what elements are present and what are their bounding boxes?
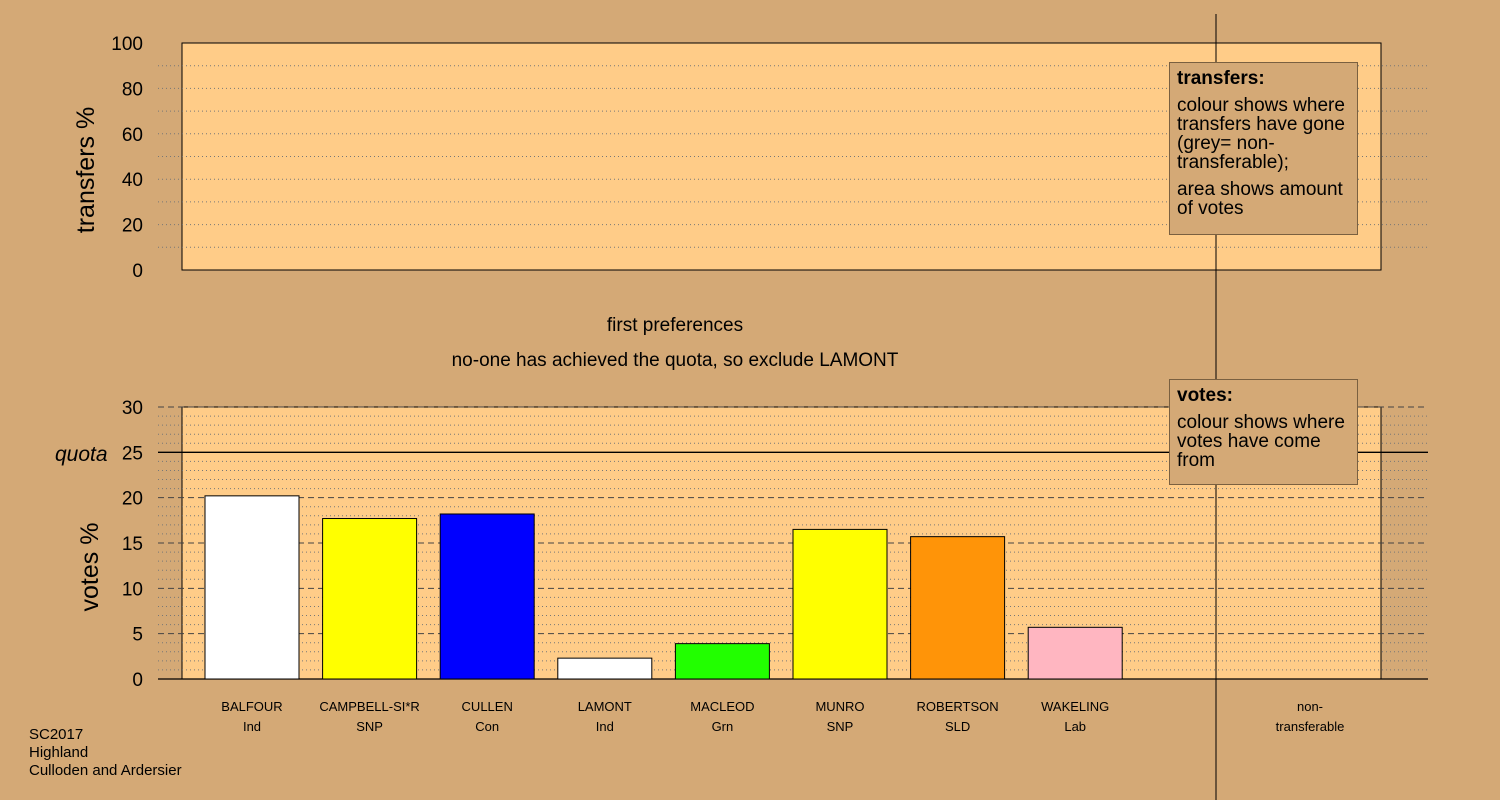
votes-legend-title: votes: <box>1177 385 1233 406</box>
candidate-name: CULLEN <box>462 699 513 714</box>
votes-tick-label: 5 <box>132 625 143 646</box>
candidate-party: SLD <box>945 719 970 734</box>
quota-label: quota <box>55 443 108 466</box>
candidate-party: SNP <box>356 719 383 734</box>
bar-wakeling <box>1027 626 1123 680</box>
nontransferable-label-2: transferable <box>1276 719 1345 734</box>
votes-tick-label: 0 <box>132 670 143 691</box>
footer-council: Highland <box>29 744 89 761</box>
footer: SC2017 Highland Culloden and Ardersier <box>29 726 182 780</box>
candidate-party: Lab <box>1064 719 1086 734</box>
bar-balfour <box>204 495 300 680</box>
bar-munro <box>792 528 888 680</box>
transfers-axis-label: transfers % <box>72 107 100 233</box>
votes-tick-label: 10 <box>122 579 143 600</box>
footer-election: SC2017 <box>29 726 84 743</box>
candidate-name: ROBERTSON <box>917 699 999 714</box>
bar-cullen <box>439 513 535 680</box>
candidate-name: MUNRO <box>815 699 864 714</box>
votes-tick-label: 20 <box>122 489 143 510</box>
candidate-name: CAMPBELL-SI*R <box>319 699 419 714</box>
transfers-tick-label: 80 <box>122 79 143 100</box>
votes-panel: 0 5 10 15 20 25 30 BALFOUR Ind CAMPBELL-SI*R SNP CU… <box>122 398 1428 734</box>
transfers-legend-text-2: area shows amount of votes <box>1177 179 1343 219</box>
candidate-party: Grn <box>712 719 734 734</box>
nontransferable-label-1: non- <box>1297 699 1323 714</box>
transfers-tick-label: 60 <box>122 125 143 146</box>
transfers-tick-label: 40 <box>122 170 143 191</box>
votes-tick-label: 25 <box>122 443 143 464</box>
votes-tick-label: 30 <box>122 398 143 419</box>
candidate-party: Ind <box>596 719 614 734</box>
candidate-name: WAKELING <box>1041 699 1109 714</box>
transfers-legend-text-1: colour shows where transfers have gone (… <box>1177 95 1345 173</box>
votes-tick-label: 15 <box>122 534 143 555</box>
transfers-legend: transfers: colour shows where transfers … <box>1169 62 1358 235</box>
bar-lamont <box>557 657 653 680</box>
candidate-party: SNP <box>827 719 854 734</box>
bar-robertson <box>910 536 1006 680</box>
candidate-name: MACLEOD <box>690 699 754 714</box>
candidate-party: Ind <box>243 719 261 734</box>
votes-axis-label: votes % <box>76 523 104 612</box>
exclusion-caption: no-one has achieved the quota, so exclud… <box>452 350 899 371</box>
votes-legend: votes: colour shows where votes have com… <box>1169 379 1358 485</box>
footer-ward: Culloden and Ardersier <box>29 762 182 779</box>
candidate-party: Con <box>475 719 499 734</box>
votes-legend-text: colour shows where votes have come from <box>1177 412 1345 471</box>
transfers-tick-label: 0 <box>132 261 143 282</box>
candidate-name: LAMONT <box>578 699 632 714</box>
bar-macleod <box>674 643 770 680</box>
first-preferences-caption: first preferences <box>607 315 743 336</box>
candidate-name: BALFOUR <box>221 699 282 714</box>
bar-campbell-si*r <box>322 518 418 680</box>
transfers-tick-label: 100 <box>111 34 143 55</box>
transfers-legend-title: transfers: <box>1177 68 1265 89</box>
transfers-tick-label: 20 <box>122 216 143 237</box>
